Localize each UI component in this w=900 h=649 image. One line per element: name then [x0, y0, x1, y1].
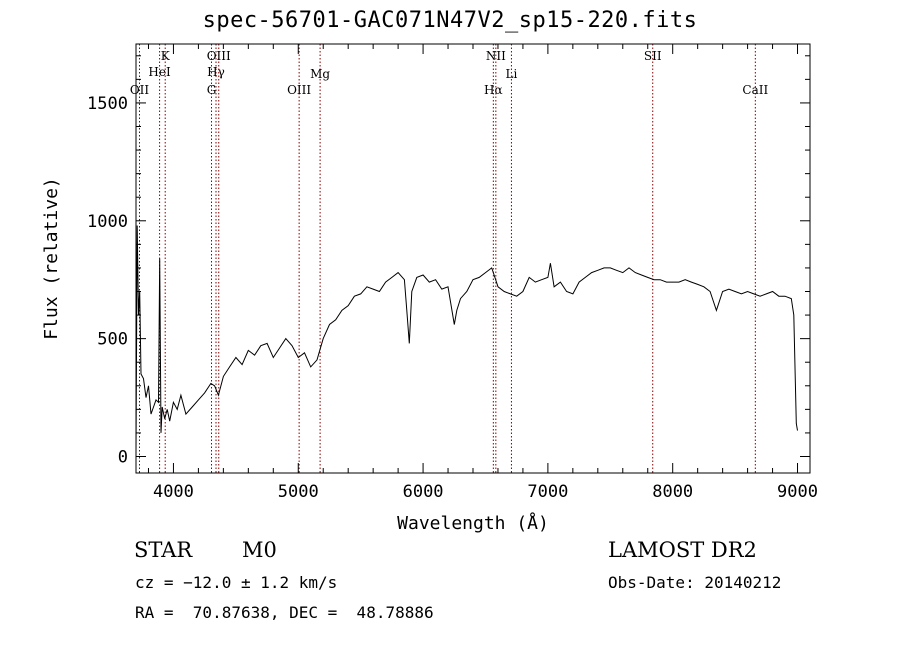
object-subclass: M0 — [242, 538, 277, 562]
y-tick-label-2: 1000 — [87, 212, 128, 232]
x-tick-label-1: 5000 — [278, 482, 319, 502]
line-label-8: Hα — [484, 83, 503, 97]
chart-title: spec-56701-GAC071N47V2_sp15-220.fits — [202, 8, 698, 33]
x-tick-label-3: 7000 — [527, 482, 568, 502]
line-label-0: OII — [130, 83, 150, 97]
axis-ticks: 4000 5000 6000 7000 8000 9000 0 500 1000 1500 — [87, 44, 818, 502]
line-label-1: HeI — [148, 65, 171, 79]
ra-dec-coordinates: RA = 70.87638, DEC = 48.78886 — [135, 603, 434, 622]
line-label-12: CaII — [742, 83, 768, 97]
line-label-2: K — [161, 49, 171, 63]
x-tick-label-4: 8000 — [652, 482, 693, 502]
redshift-velocity: cz = −12.0 ± 1.2 km/s — [135, 573, 338, 592]
observation-date: Obs-Date: 20140212 — [608, 573, 782, 592]
spectrum-line — [135, 225, 798, 452]
y-tick-label-1: 500 — [97, 330, 128, 350]
line-label-9: NII — [486, 49, 506, 63]
y-axis-label: Flux (relative) — [41, 177, 62, 340]
x-tick-label-2: 6000 — [403, 482, 444, 502]
line-label-7: Mg — [310, 67, 330, 81]
object-class: STAR — [134, 538, 193, 562]
y-tick-label-0: 0 — [118, 448, 128, 468]
line-label-6: OIII — [287, 83, 311, 97]
line-label-3: G — [207, 83, 217, 97]
x-axis-label: Wavelength (Å) — [397, 512, 549, 534]
spectrum-series — [135, 225, 798, 452]
survey-name: LAMOST DR2 — [608, 538, 757, 562]
line-label-10: Li — [506, 67, 518, 81]
line-label-4: Hγ — [207, 65, 225, 79]
line-label-11: SII — [644, 49, 662, 63]
plot-frame — [135, 43, 811, 474]
x-tick-label-0: 4000 — [153, 482, 194, 502]
line-label-5: OIII — [207, 49, 231, 63]
y-tick-label-3: 1500 — [87, 94, 128, 114]
x-tick-label-5: 9000 — [777, 482, 818, 502]
